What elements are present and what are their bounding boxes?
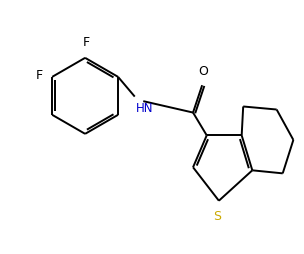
Text: F: F	[35, 69, 43, 82]
Text: HN: HN	[136, 102, 153, 115]
Text: O: O	[198, 65, 208, 78]
Text: S: S	[213, 210, 221, 223]
Text: F: F	[83, 36, 90, 49]
